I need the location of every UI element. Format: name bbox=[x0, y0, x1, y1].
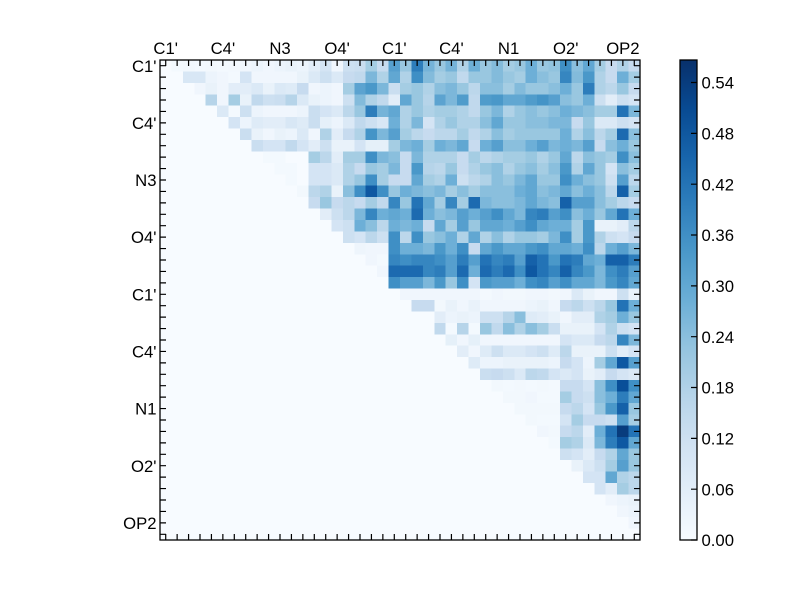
svg-text:OP2: OP2 bbox=[606, 39, 639, 58]
svg-text:C4': C4' bbox=[211, 39, 236, 58]
svg-text:C1': C1' bbox=[132, 285, 157, 304]
svg-text:C4': C4' bbox=[132, 343, 157, 362]
svg-text:C1': C1' bbox=[153, 39, 178, 58]
svg-text:N1: N1 bbox=[135, 400, 156, 419]
svg-text:0.48: 0.48 bbox=[702, 124, 734, 143]
svg-text:C4': C4' bbox=[132, 114, 157, 133]
svg-text:0.54: 0.54 bbox=[702, 74, 734, 93]
svg-text:O2': O2' bbox=[131, 457, 156, 476]
svg-text:N1: N1 bbox=[498, 39, 519, 58]
svg-text:N3: N3 bbox=[269, 39, 290, 58]
svg-text:0.06: 0.06 bbox=[702, 480, 734, 499]
svg-text:0.24: 0.24 bbox=[702, 328, 734, 347]
svg-text:C4': C4' bbox=[439, 39, 464, 58]
svg-text:0.42: 0.42 bbox=[702, 175, 734, 194]
svg-text:0.36: 0.36 bbox=[702, 226, 734, 245]
svg-text:O4': O4' bbox=[324, 39, 349, 58]
svg-text:C1': C1' bbox=[382, 39, 407, 58]
svg-text:0.18: 0.18 bbox=[702, 379, 734, 398]
svg-text:0.00: 0.00 bbox=[702, 531, 734, 550]
svg-text:O4': O4' bbox=[131, 228, 156, 247]
svg-text:0.30: 0.30 bbox=[702, 277, 734, 296]
svg-text:OP2: OP2 bbox=[123, 514, 156, 533]
svg-text:N3: N3 bbox=[135, 171, 156, 190]
svg-text:C1': C1' bbox=[132, 57, 157, 76]
svg-text:0.12: 0.12 bbox=[702, 429, 734, 448]
svg-text:O2': O2' bbox=[553, 39, 578, 58]
